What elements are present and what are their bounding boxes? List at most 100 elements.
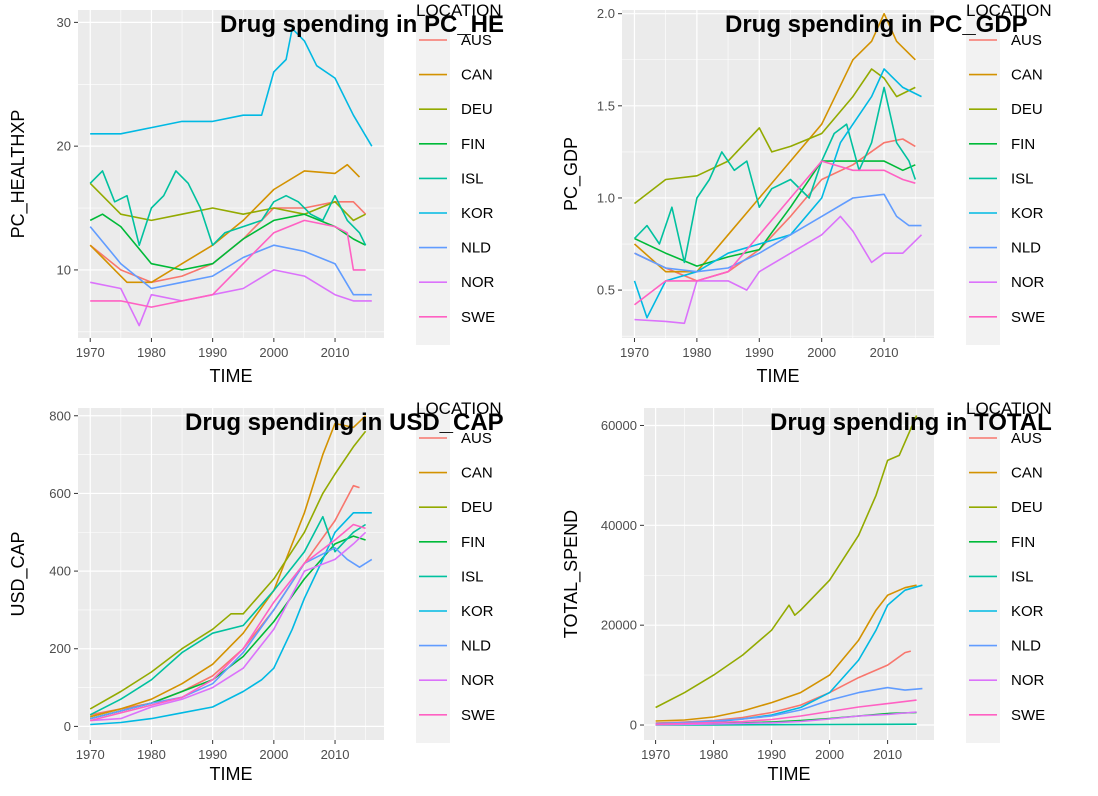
series-line-kor bbox=[90, 511, 372, 726]
legend-label-aus: AUS bbox=[461, 32, 492, 49]
series-line-nor bbox=[655, 711, 917, 726]
legend-label-deu: DEU bbox=[1011, 101, 1043, 118]
legend-label-isl: ISL bbox=[461, 568, 484, 585]
series-line-swe bbox=[90, 523, 366, 722]
series-line-kor bbox=[90, 27, 373, 147]
chart-panel-1: 1970 1980 1990 2000 2010102030TIMEPC_HEALTHX… bbox=[8, 1, 504, 386]
series-line-nor bbox=[90, 269, 372, 327]
legend-label-aus: AUS bbox=[1011, 32, 1042, 49]
legend-label-fin: FIN bbox=[1011, 534, 1035, 551]
series-line-isl bbox=[633, 86, 917, 264]
chart-panel-4: 1970 1980 1990 2000 2010 0 20000 40000 60000 TIME… bbox=[561, 399, 1052, 784]
legend-label-fin: FIN bbox=[1011, 136, 1035, 153]
x-tick-label: 2010 bbox=[870, 345, 899, 360]
legend: AUS CAN DEU FIN ISL KOR NLD NOR SWE LOCATION bbox=[966, 399, 1052, 743]
series-group bbox=[655, 415, 923, 726]
legend-label-aus: AUS bbox=[461, 430, 492, 447]
legend-label-can: CAN bbox=[461, 465, 493, 482]
legend-title: LOCATION bbox=[966, 399, 1052, 418]
chart-title: Drug spending in PC_HE bbox=[220, 11, 504, 38]
legend-title: LOCATION bbox=[966, 1, 1052, 20]
legend-label-kor: KOR bbox=[461, 205, 494, 222]
legend-label-swe: SWE bbox=[1011, 707, 1045, 724]
plot-background bbox=[78, 10, 384, 338]
series-line-kor bbox=[633, 68, 922, 319]
x-tick-label: 1970 bbox=[641, 747, 670, 762]
legend-label-nor: NOR bbox=[461, 672, 495, 689]
series-line-swe bbox=[90, 219, 366, 308]
legend-label-isl: ISL bbox=[1011, 568, 1034, 585]
series-line-nor bbox=[90, 531, 367, 722]
y-tick-label: 10 bbox=[57, 262, 71, 277]
plot-background bbox=[622, 10, 934, 338]
series-group bbox=[89, 415, 373, 726]
legend-label-nor: NOR bbox=[461, 274, 495, 291]
x-axis-title: TIME bbox=[210, 366, 253, 386]
x-tick-label: 1970 bbox=[76, 345, 105, 360]
series-line-isl bbox=[89, 515, 367, 716]
x-tick-label: 1980 bbox=[137, 345, 166, 360]
plot-background bbox=[78, 408, 384, 740]
y-tick-label: 800 bbox=[49, 408, 71, 423]
x-tick-label: 1970 bbox=[76, 747, 105, 762]
series-line-nor bbox=[634, 215, 923, 325]
y-tick-label: 60000 bbox=[601, 418, 637, 433]
chart-title: Drug spending in PC_GDP bbox=[725, 11, 1028, 38]
legend-label-deu: DEU bbox=[461, 499, 493, 516]
legend-key-background bbox=[416, 10, 450, 345]
y-tick-label: 200 bbox=[49, 641, 71, 656]
legend-label-nor: NOR bbox=[1011, 274, 1045, 291]
plot-background bbox=[644, 408, 934, 740]
legend: AUS CAN DEU FIN ISL KOR NLD NOR SWE LOCATION bbox=[966, 1, 1052, 345]
legend-label-can: CAN bbox=[1011, 465, 1043, 482]
x-tick-label: 1990 bbox=[757, 747, 786, 762]
legend-label-nld: NLD bbox=[461, 638, 491, 655]
series-line-swe bbox=[634, 160, 916, 306]
legend-label-swe: SWE bbox=[461, 309, 495, 326]
series-group bbox=[89, 27, 373, 327]
y-tick-label: 0 bbox=[64, 719, 71, 734]
chart-title: Drug spending in USD_CAP bbox=[185, 409, 504, 436]
legend-label-can: CAN bbox=[461, 67, 493, 84]
legend-label-nld: NLD bbox=[1011, 240, 1041, 257]
legend-key-background bbox=[416, 408, 450, 743]
y-tick-label: 1.5 bbox=[597, 98, 615, 113]
x-axis-title: TIME bbox=[768, 764, 811, 784]
y-tick-label: 1.0 bbox=[597, 190, 615, 205]
series-line-deu bbox=[634, 68, 916, 205]
x-axis-title: TIME bbox=[757, 366, 800, 386]
y-tick-label: 600 bbox=[49, 486, 71, 501]
legend-label-kor: KOR bbox=[1011, 205, 1044, 222]
y-tick-label: 0.5 bbox=[597, 283, 615, 298]
legend-label-nld: NLD bbox=[461, 240, 491, 257]
series-line-isl bbox=[89, 170, 367, 246]
legend-label-nld: NLD bbox=[1011, 638, 1041, 655]
y-axis-title: USD_CAP bbox=[8, 531, 29, 616]
y-axis-title: TOTAL_SPEND bbox=[561, 510, 582, 638]
series-line-nld bbox=[634, 193, 922, 273]
legend-label-deu: DEU bbox=[461, 101, 493, 118]
legend-label-swe: SWE bbox=[1011, 309, 1045, 326]
x-tick-label: 2010 bbox=[321, 747, 350, 762]
series-line-swe bbox=[655, 699, 917, 726]
x-tick-label: 2000 bbox=[807, 345, 836, 360]
x-tick-label: 1990 bbox=[198, 345, 227, 360]
series-line-deu bbox=[89, 430, 367, 710]
legend: AUS CAN DEU FIN ISL KOR NLD NOR SWE LOCATION bbox=[416, 1, 502, 345]
series-line-can bbox=[90, 415, 367, 718]
series-line-nld bbox=[90, 547, 373, 720]
x-tick-label: 2010 bbox=[321, 345, 350, 360]
legend-title: LOCATION bbox=[416, 1, 502, 20]
x-tick-label: 2000 bbox=[815, 747, 844, 762]
legend-label-nor: NOR bbox=[1011, 672, 1045, 689]
y-tick-label: 20000 bbox=[601, 618, 637, 633]
x-tick-label: 1980 bbox=[699, 747, 728, 762]
legend-label-fin: FIN bbox=[461, 136, 485, 153]
x-tick-label: 2000 bbox=[259, 345, 288, 360]
series-line-can bbox=[655, 584, 917, 722]
x-tick-label: 1980 bbox=[137, 747, 166, 762]
series-line-deu bbox=[655, 415, 918, 709]
chart-panel-2: 1970 1980 1990 2000 2010 0.5 1.0 1.5 2.0 TIME PC_G… bbox=[561, 1, 1052, 386]
legend-label-deu: DEU bbox=[1011, 499, 1043, 516]
